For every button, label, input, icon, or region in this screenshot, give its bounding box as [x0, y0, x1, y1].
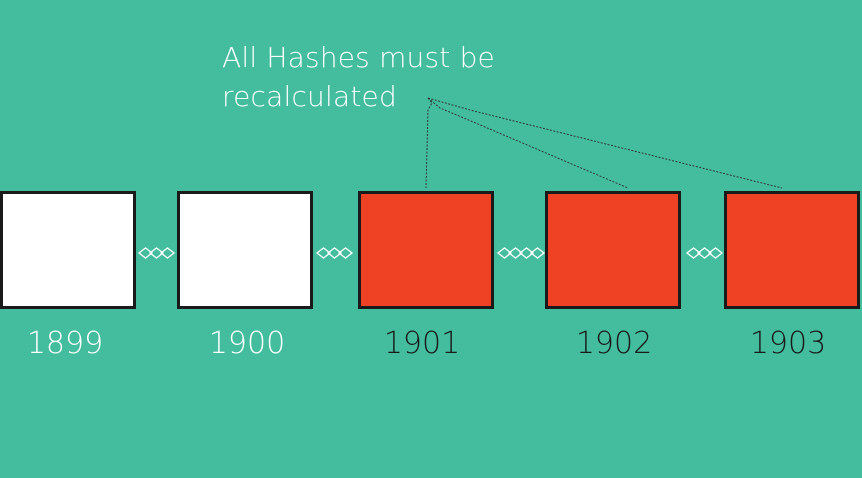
block-1902 — [545, 191, 681, 309]
block-1901 — [358, 191, 494, 309]
annotation-pointer-lines — [425, 97, 783, 189]
block-1900 — [177, 191, 313, 309]
chain-link-1900-1901 — [315, 247, 354, 259]
block-year-label: 1899 — [26, 326, 104, 361]
annotation-line-1: All Hashes must be — [222, 41, 495, 74]
block-1899 — [0, 191, 136, 309]
block-year-label: 1900 — [208, 326, 286, 361]
recalculate-annotation: All Hashes must be recalculated — [222, 38, 542, 116]
chain-link-1901-1902 — [496, 247, 546, 259]
block-year-label: 1902 — [575, 326, 653, 361]
block-year-label: 1903 — [749, 326, 827, 361]
annotation-line-2: recalculated — [222, 80, 397, 113]
block-1903 — [724, 191, 860, 309]
chain-link-1899-1900 — [137, 247, 176, 259]
chain-link-1902-1903 — [685, 247, 724, 259]
block-year-label: 1901 — [383, 326, 461, 361]
